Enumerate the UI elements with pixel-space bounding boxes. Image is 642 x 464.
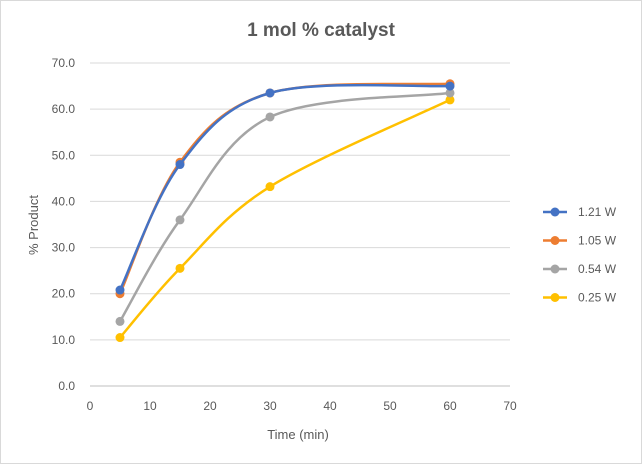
legend-marker <box>550 264 560 274</box>
x-tick-label: 70 <box>503 399 517 413</box>
legend-label: 1.05 W <box>578 234 617 248</box>
x-tick-label: 60 <box>443 399 457 413</box>
y-tick-label: 0.0 <box>58 379 75 393</box>
legend-marker <box>550 236 560 245</box>
y-tick-label: 40.0 <box>52 194 76 208</box>
y-tick-label: 60.0 <box>52 102 76 116</box>
x-tick-label: 50 <box>383 399 397 413</box>
data-point <box>445 81 455 91</box>
data-point <box>265 88 275 98</box>
data-point <box>265 182 275 192</box>
data-point <box>115 333 125 343</box>
x-axis-label: Time (min) <box>267 427 329 442</box>
y-tick-label: 20.0 <box>52 287 76 301</box>
data-point <box>445 88 455 98</box>
y-axis-label: % Product <box>26 195 41 255</box>
y-tick-label: 30.0 <box>52 241 76 255</box>
x-tick-label: 10 <box>143 399 157 413</box>
x-tick-label: 20 <box>203 399 217 413</box>
data-point <box>175 160 185 170</box>
data-point <box>115 316 125 326</box>
data-point <box>175 263 185 273</box>
x-tick-label: 30 <box>263 399 277 413</box>
series-line <box>118 91 451 323</box>
chart-title: 1 mol % catalyst <box>247 20 396 41</box>
series-line <box>119 98 451 339</box>
y-tick-label: 10.0 <box>52 333 76 347</box>
legend-marker <box>550 207 560 217</box>
legend-label: 1.21 W <box>578 205 617 219</box>
y-tick-label: 50.0 <box>52 148 76 162</box>
x-tick-label: 0 <box>87 399 94 413</box>
legend-marker <box>550 293 560 302</box>
data-point <box>445 95 455 105</box>
data-point <box>115 285 125 295</box>
legend-label: 0.54 W <box>578 262 617 276</box>
x-tick-label: 40 <box>323 399 337 413</box>
series-line <box>118 83 451 291</box>
y-tick-label: 70.0 <box>52 56 76 70</box>
legend-label: 0.25 W <box>578 291 617 305</box>
data-point <box>175 215 185 225</box>
data-point <box>265 112 275 122</box>
